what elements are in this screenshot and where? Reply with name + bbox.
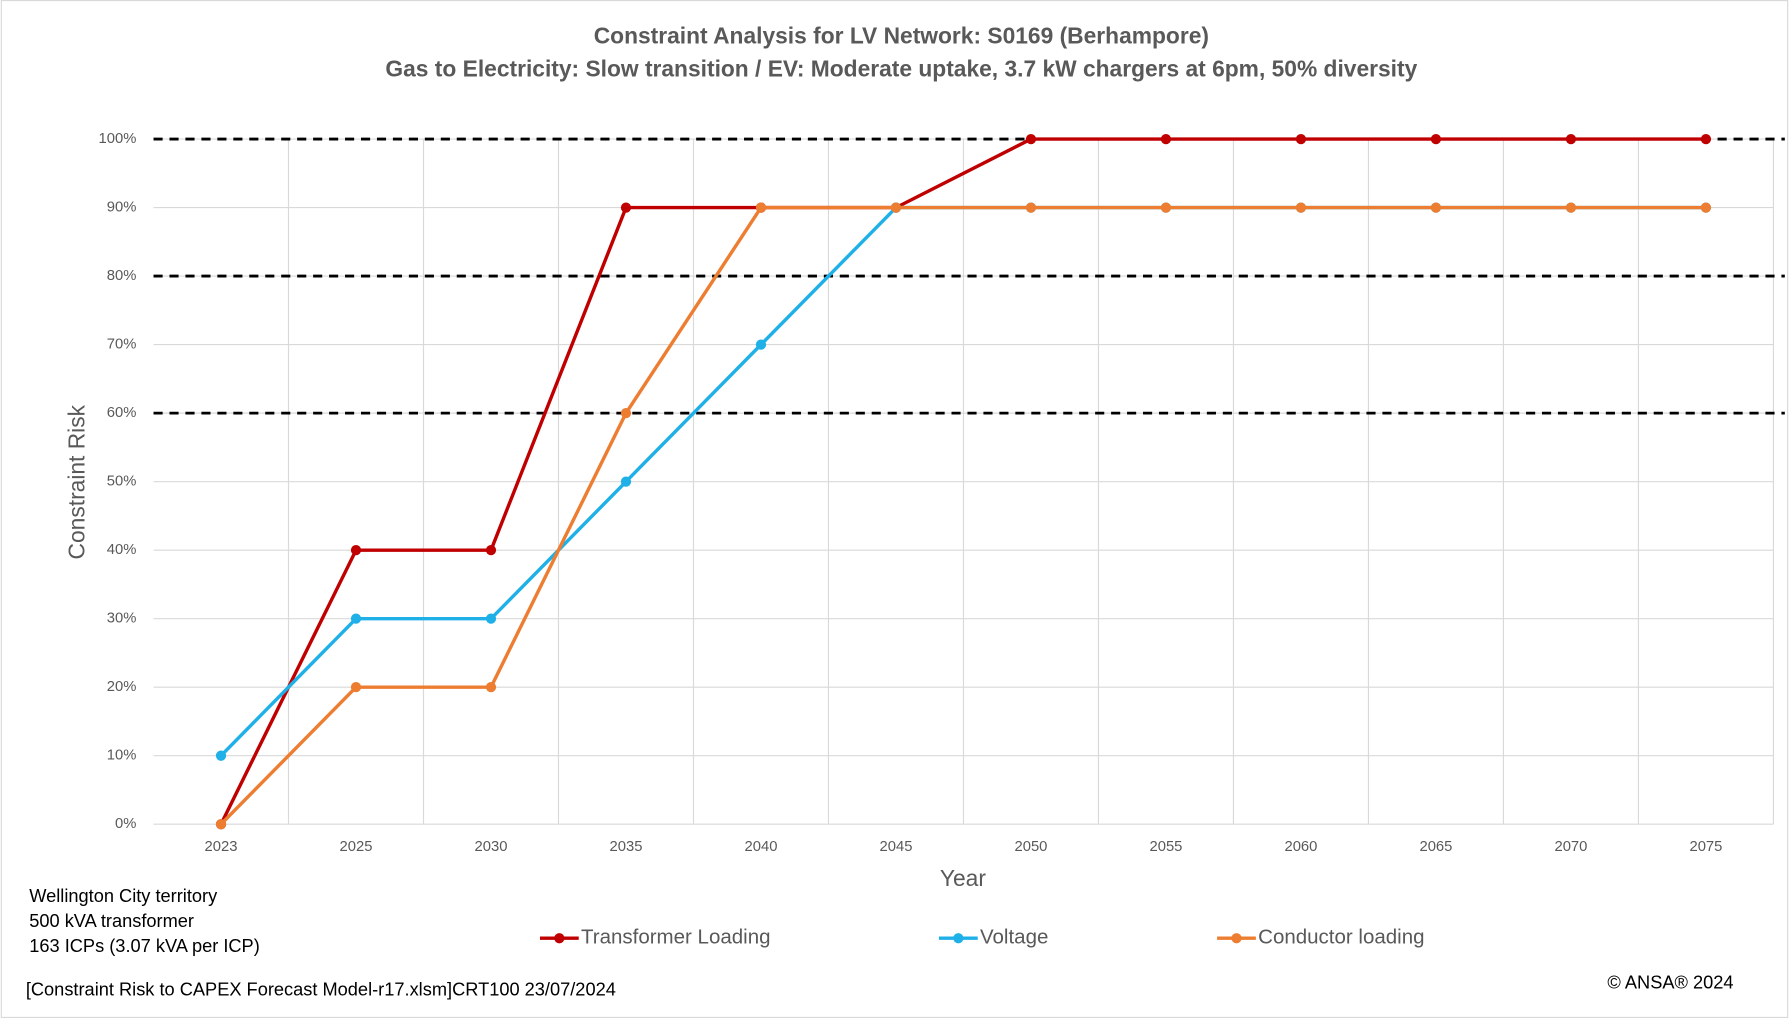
y-tick-label: 50% — [107, 474, 137, 490]
x-tick-label: 2040 — [745, 839, 778, 855]
y-tick-label: 80% — [107, 268, 137, 284]
copyright: © ANSA® 2024 — [1607, 972, 1733, 993]
point — [1565, 133, 1577, 145]
point — [350, 613, 362, 624]
note: Wellington City territory — [29, 885, 218, 906]
point — [620, 407, 632, 419]
x-tick-label: 2070 — [1554, 839, 1587, 855]
x-tick-label: 2055 — [1149, 839, 1182, 855]
legend-label: Transformer Loading — [581, 926, 771, 949]
y-axis-label: Constraint Risk — [63, 404, 89, 559]
chart-subtitle: Gas to Electricity: Slow transition / EV… — [385, 56, 1417, 82]
x-tick-label: 2030 — [475, 839, 508, 855]
x-tick-label: 2045 — [880, 839, 913, 855]
x-tick-label: 2025 — [340, 839, 373, 855]
legend-marker — [554, 933, 565, 944]
point — [350, 545, 362, 556]
point — [1295, 133, 1307, 145]
point — [485, 613, 497, 624]
series-line — [219, 137, 1706, 825]
y-tick-label: 60% — [107, 405, 137, 421]
source-note: [Constraint Risk to CAPEX Forecast Model… — [26, 978, 616, 999]
note: 500 kVA transformer — [29, 910, 194, 931]
point — [1700, 202, 1712, 213]
point — [890, 202, 902, 213]
point — [1025, 133, 1037, 145]
y-tick-label: 90% — [107, 199, 137, 215]
point — [1160, 202, 1172, 213]
point — [755, 202, 767, 213]
legend-marker — [1231, 933, 1242, 944]
y-tick-label: 0% — [115, 816, 136, 832]
x-axis-label: Year — [940, 865, 986, 891]
legend-marker — [953, 933, 964, 944]
point — [1295, 202, 1307, 213]
point — [620, 476, 632, 487]
point — [620, 202, 632, 213]
point — [485, 682, 497, 693]
x-tick-label: 2060 — [1284, 839, 1317, 855]
point — [1565, 202, 1577, 213]
series-line — [219, 205, 1706, 826]
point — [1430, 202, 1442, 213]
point — [755, 339, 767, 350]
point — [1430, 133, 1442, 145]
point — [1700, 133, 1712, 145]
x-tick-label: 2023 — [205, 839, 238, 855]
y-tick-label: 10% — [107, 748, 137, 764]
y-tick-label: 20% — [107, 679, 137, 695]
chart-title: Constraint Analysis for LV Network: S016… — [594, 23, 1209, 49]
y-tick-label: 70% — [107, 337, 137, 353]
x-tick-label: 2075 — [1689, 839, 1722, 855]
point — [215, 750, 227, 761]
legend-label: Conductor loading — [1258, 926, 1424, 949]
point — [1025, 202, 1037, 213]
point — [215, 819, 227, 830]
point — [350, 682, 362, 693]
legend-label: Voltage — [980, 926, 1048, 949]
y-tick-label: 40% — [107, 542, 137, 558]
y-tick-label: 100% — [99, 131, 137, 147]
point — [1160, 133, 1172, 145]
x-tick-label: 2035 — [610, 839, 643, 855]
x-tick-label: 2050 — [1015, 839, 1048, 855]
y-tick-label: 30% — [107, 611, 137, 627]
x-tick-label: 2065 — [1419, 839, 1452, 855]
note: 163 ICPs (3.07 kVA per ICP) — [29, 935, 260, 956]
point — [485, 545, 497, 556]
